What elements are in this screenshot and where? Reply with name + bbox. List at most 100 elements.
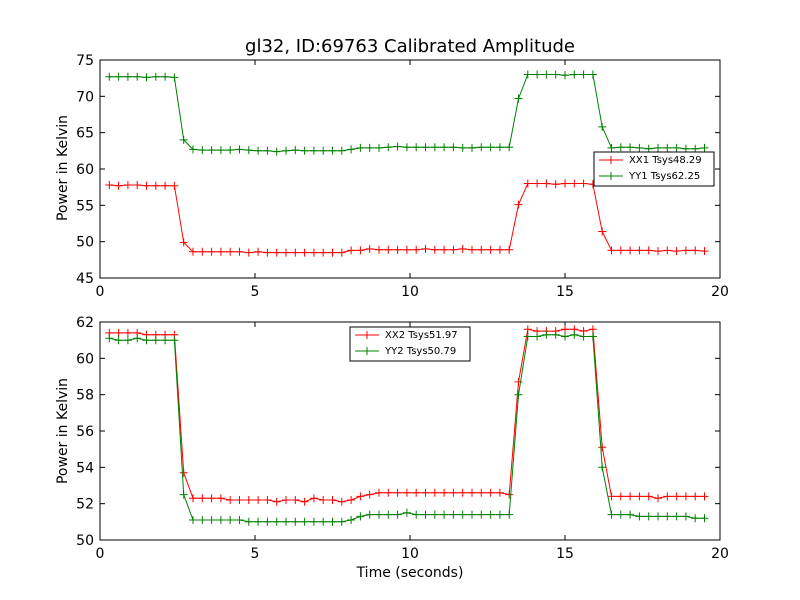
data-point-yy2	[495, 510, 504, 519]
data-point-yy2	[319, 517, 328, 526]
data-point-yy1	[514, 94, 523, 103]
data-point-yy2	[663, 512, 672, 521]
data-point-yy2	[300, 517, 309, 526]
data-point-xx2	[607, 492, 616, 501]
data-point-xx1	[533, 179, 542, 188]
data-point-yy2	[607, 510, 616, 519]
data-point-xx2	[681, 492, 690, 501]
data-point-xx1	[319, 248, 328, 257]
data-point-xx1	[226, 247, 235, 256]
data-point-xx1	[440, 245, 449, 254]
data-point-yy2	[458, 510, 467, 519]
x-tick-label: 0	[96, 546, 105, 562]
data-point-xx1	[691, 246, 700, 255]
legend-box	[349, 326, 471, 362]
y-tick-label: 60	[76, 162, 94, 178]
data-point-yy2	[644, 512, 653, 521]
data-point-xx1	[430, 245, 439, 254]
data-point-yy1	[375, 143, 383, 152]
data-point-xx1	[347, 246, 356, 255]
data-point-xx1	[254, 247, 263, 256]
data-point-xx1	[309, 248, 318, 257]
data-point-yy2	[291, 517, 300, 526]
data-point-xx2	[375, 488, 383, 497]
y-tick-label: 75	[76, 53, 94, 69]
data-point-xx1	[123, 181, 132, 189]
data-point-yy1	[151, 72, 160, 81]
data-point-yy1	[616, 143, 625, 152]
data-point-xx2	[244, 496, 253, 504]
data-point-yy2	[440, 510, 449, 519]
y-tick-label: 65	[76, 126, 94, 142]
data-point-yy1	[384, 143, 393, 152]
data-point-xx1	[105, 181, 114, 189]
data-point-xx2	[198, 494, 207, 503]
data-point-xx2	[356, 492, 365, 501]
data-point-xx2	[654, 494, 662, 503]
legend-label-xx2: XX2 Tsys51.97	[385, 330, 458, 341]
data-point-yy1	[635, 143, 644, 152]
data-point-yy2	[579, 332, 588, 341]
y-axis-label: Power in Kelvin	[55, 115, 71, 221]
top-chart: gl32, ID:69763 Calibrated Amplitude Powe…	[55, 36, 729, 300]
data-point-xx1	[495, 245, 504, 254]
data-point-xx2	[635, 492, 644, 501]
data-point-xx2	[216, 494, 225, 503]
y-tick-label: 50	[76, 235, 94, 251]
data-point-xx2	[421, 488, 430, 497]
data-point-yy1	[216, 146, 225, 155]
data-point-yy1	[309, 146, 318, 155]
data-point-yy2	[626, 510, 635, 519]
y-tick-label: 62	[76, 315, 94, 331]
data-point-xx2	[309, 494, 318, 503]
data-point-yy2	[207, 516, 216, 524]
data-point-xx2	[598, 443, 607, 452]
data-point-yy1	[207, 146, 216, 155]
data-point-xx1	[644, 246, 653, 255]
x-tick-label: 5	[251, 546, 260, 562]
tick-group: 0 5 10 15 20 50 52 54 56 58 60 62	[76, 315, 729, 562]
data-point-xx1	[635, 246, 644, 255]
data-point-yy1	[161, 72, 170, 81]
data-point-xx1	[412, 245, 421, 254]
data-point-yy2	[254, 517, 263, 526]
data-point-yy1	[495, 143, 504, 152]
data-point-xx2	[254, 496, 263, 504]
data-point-xx2	[486, 488, 495, 497]
data-point-xx1	[654, 247, 662, 256]
data-point-xx1	[207, 247, 216, 256]
x-tick-label: 20	[711, 284, 729, 300]
data-point-yy1	[244, 146, 253, 155]
data-point-yy1	[300, 146, 309, 155]
data-point-xx1	[477, 245, 486, 254]
data-point-yy1	[579, 70, 588, 79]
data-point-yy2	[393, 510, 402, 519]
data-point-xx1	[505, 245, 514, 254]
legend-label-yy1: YY1 Tsys62.25	[628, 171, 700, 182]
data-point-xx1	[514, 200, 523, 209]
data-point-yy2	[421, 510, 430, 519]
data-point-yy1	[226, 146, 235, 155]
data-point-xx1	[114, 181, 123, 190]
data-point-yy1	[254, 146, 263, 155]
data-point-xx2	[616, 492, 625, 501]
data-point-yy1	[626, 143, 635, 152]
data-point-yy2	[189, 516, 197, 524]
data-point-xx2	[644, 492, 653, 501]
data-point-yy2	[142, 336, 151, 345]
x-tick-label: 10	[401, 546, 419, 562]
data-point-yy2	[263, 517, 272, 526]
data-point-yy1	[570, 70, 579, 79]
series-layer	[105, 325, 709, 526]
data-point-xx2	[514, 377, 523, 386]
data-point-xx1	[607, 246, 616, 255]
data-point-yy2	[198, 516, 207, 524]
data-point-yy2	[588, 332, 597, 341]
data-point-yy2	[691, 514, 700, 523]
data-point-yy2	[505, 510, 514, 519]
data-point-yy2	[384, 510, 393, 519]
data-point-xx2	[263, 496, 272, 504]
data-point-xx1	[337, 248, 346, 257]
legend-label-yy2: YY2 Tsys50.79	[384, 346, 456, 357]
legend: XX2 Tsys51.97 YY2 Tsys50.79	[349, 326, 471, 362]
